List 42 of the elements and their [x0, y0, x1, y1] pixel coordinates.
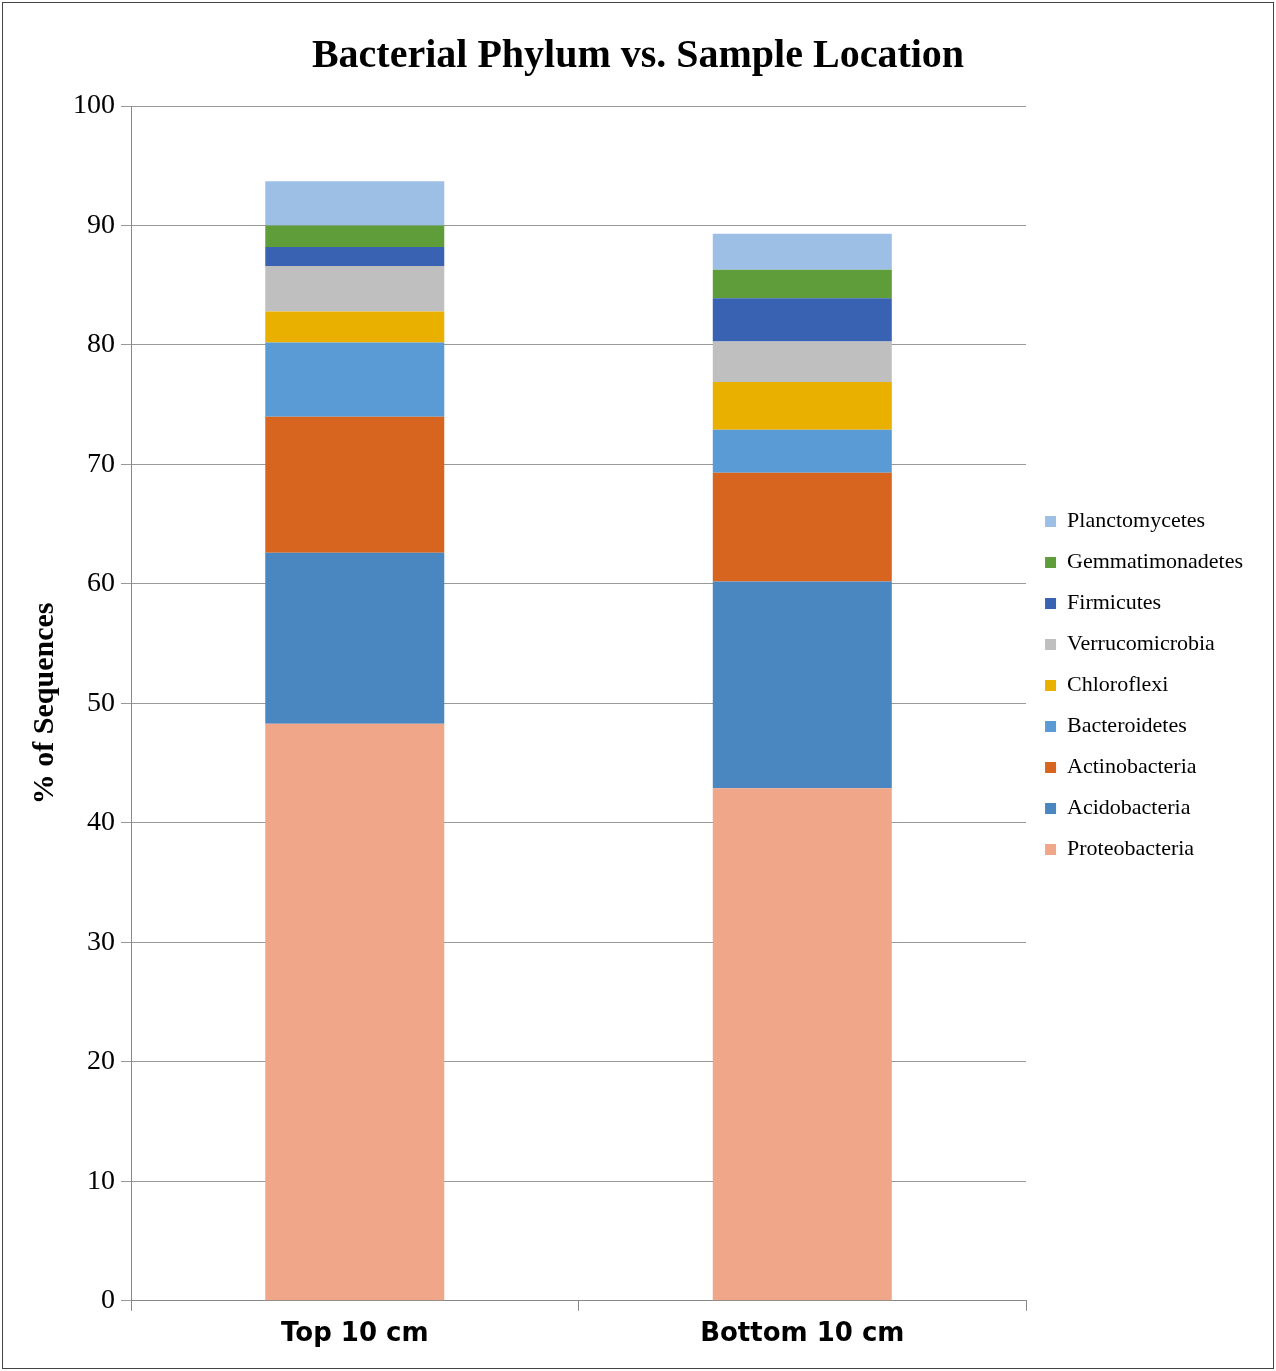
bar [712, 788, 892, 1301]
bar [265, 311, 445, 343]
y-tick-label: 60 [87, 566, 115, 598]
bar [265, 552, 445, 724]
legend-label: Firmicutes [1067, 589, 1162, 615]
bar [712, 341, 892, 382]
x-tick-label: Bottom 10 cm [700, 1317, 905, 1348]
bar [265, 416, 445, 553]
bar [712, 298, 892, 342]
legend-label: Gemmatimonadetes [1067, 548, 1244, 574]
legend-label: Planctomycetes [1067, 507, 1206, 533]
y-tick-label: 0 [101, 1283, 115, 1315]
bar [265, 225, 445, 247]
y-tick-label: 70 [87, 446, 115, 478]
y-tick-label: 30 [87, 924, 115, 956]
bar [265, 342, 445, 417]
legend-label: Chloroflexi [1067, 671, 1169, 697]
legend-label: Acidobacteria [1067, 794, 1191, 820]
bar [265, 266, 445, 312]
legend-label: Verrucomicrobia [1067, 630, 1216, 656]
y-tick-label: 50 [87, 685, 115, 717]
y-tick-label: 80 [87, 327, 115, 359]
x-tick-label: Top 10 cm [280, 1317, 429, 1348]
y-tick-label: 90 [87, 207, 115, 239]
legend-label: Proteobacteria [1067, 835, 1195, 861]
bar [265, 246, 445, 267]
bar [265, 723, 445, 1301]
y-tick-label: 20 [87, 1044, 115, 1076]
bar [712, 269, 892, 299]
bar [265, 181, 445, 226]
bar [712, 429, 892, 473]
bar [712, 581, 892, 789]
bar [712, 233, 892, 270]
bar [712, 472, 892, 582]
y-tick-label: 40 [87, 805, 115, 837]
y-tick-label: 100 [73, 88, 115, 120]
legend-label: Bacteroidetes [1067, 712, 1187, 738]
legend-label: Actinobacteria [1067, 753, 1197, 779]
y-tick-label: 10 [87, 1163, 115, 1195]
chart-title: Bacterial Phylum vs. Sample Location [311, 31, 965, 77]
y-axis-title: % of Sequences [25, 602, 59, 805]
bar [712, 382, 892, 430]
